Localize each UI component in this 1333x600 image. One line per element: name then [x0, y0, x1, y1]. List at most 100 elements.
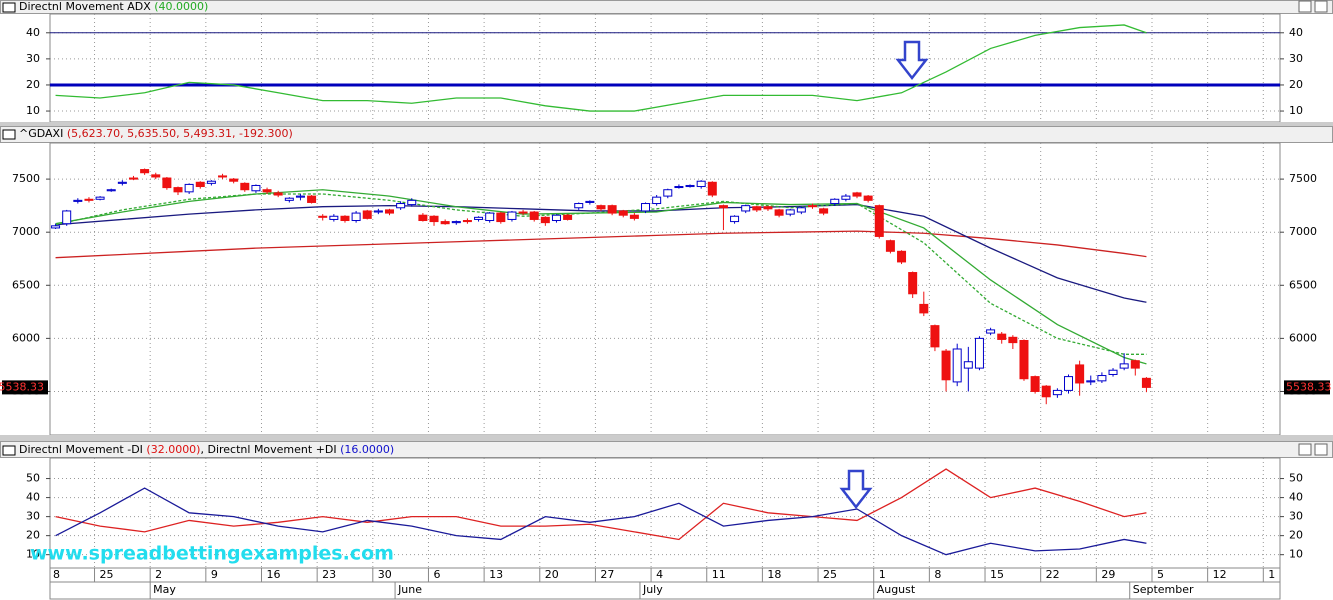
candle-body — [930, 325, 940, 348]
candle-body — [863, 195, 873, 201]
candle-body — [117, 181, 127, 184]
y-tick-label: 6000 — [12, 331, 40, 344]
x-tick-label: 29 — [1101, 568, 1115, 581]
window-icon — [2, 129, 16, 140]
candle-body — [1030, 376, 1040, 392]
candle-body — [1052, 389, 1062, 396]
down-arrow — [895, 40, 929, 81]
x-tick-label: 15 — [990, 568, 1004, 581]
candle-body — [195, 181, 205, 188]
candle-body — [1041, 385, 1051, 398]
series-line — [55, 24, 1147, 112]
candle-body — [229, 178, 239, 182]
candle-body — [908, 272, 918, 295]
x-axis-months — [49, 581, 1281, 600]
candle-body — [1097, 375, 1107, 382]
candle-body — [763, 206, 773, 210]
y-tick-label: 20 — [26, 529, 40, 542]
candle-body — [752, 206, 762, 211]
candle-body — [407, 199, 417, 206]
x-tick-label: 20 — [545, 568, 559, 581]
candle-body — [897, 250, 907, 263]
y-tick-label: 40 — [1289, 491, 1303, 504]
candle-body — [974, 337, 984, 369]
y-tick-label: 7500 — [12, 172, 40, 185]
plot-frame — [49, 13, 1281, 123]
y-tick-label: 10 — [26, 104, 40, 117]
candle-body — [707, 181, 717, 196]
candle-body — [240, 182, 250, 191]
candle-body — [307, 195, 317, 203]
candle-body — [529, 211, 539, 220]
panel-title: ^GDAXI (5,623.70, 5,635.50, 5,493.31, -1… — [19, 127, 293, 140]
restore-button[interactable] — [1298, 0, 1312, 13]
candle-body — [1130, 360, 1140, 369]
candle-body — [585, 200, 595, 203]
candle-body — [551, 214, 561, 222]
title: , Directnl Movement +DI — [200, 443, 336, 456]
candle-body — [1119, 363, 1129, 369]
candle-body — [986, 329, 996, 334]
candle-body — [351, 212, 361, 222]
candle-body — [373, 210, 383, 213]
month-label: June — [397, 583, 422, 596]
candle-body — [774, 209, 784, 216]
y-tick-label: 40 — [26, 26, 40, 39]
candle-body — [1141, 377, 1151, 388]
x-tick-label: 22 — [1046, 568, 1060, 581]
title-value: (32.0000) — [146, 443, 200, 456]
candle-body — [162, 177, 172, 189]
month-label: August — [877, 583, 916, 596]
candle-body — [262, 189, 272, 193]
x-tick-label: 8 — [53, 568, 60, 581]
close-button[interactable] — [1314, 0, 1328, 13]
y-tick-label: 6500 — [1289, 278, 1317, 291]
title: Directnl Movement ADX — [19, 0, 151, 13]
x-tick-label: 11 — [712, 568, 726, 581]
y-tick-label: 6000 — [1289, 331, 1317, 344]
y-tick-label: 20 — [26, 78, 40, 91]
splitter — [0, 435, 1333, 441]
candle-body — [73, 199, 83, 202]
candle-body — [84, 198, 94, 201]
close-button[interactable] — [1314, 443, 1328, 456]
restore-button[interactable] — [1298, 443, 1312, 456]
title: Directnl Movement -DI — [19, 443, 143, 456]
candle-body — [396, 203, 406, 209]
candle-body — [295, 195, 305, 198]
candle-body — [451, 221, 461, 224]
candle-body — [1064, 376, 1074, 391]
candle-body — [151, 174, 161, 178]
candle-body — [807, 205, 817, 208]
last-price-label: 5538.33 — [1286, 380, 1332, 393]
candle-body — [841, 195, 851, 200]
candle-body — [641, 203, 651, 212]
candle-body — [184, 183, 194, 193]
candle-body — [963, 361, 973, 369]
x-tick-label: 16 — [266, 568, 280, 581]
y-tick-label: 7000 — [12, 225, 40, 238]
candle-body — [128, 177, 138, 180]
month-label: May — [153, 583, 176, 596]
series-line — [55, 230, 1147, 259]
candle-body — [95, 196, 105, 200]
y-tick-label: 7000 — [1289, 225, 1317, 238]
candle-body — [941, 350, 951, 381]
splitter — [0, 122, 1333, 126]
candle-body — [485, 212, 495, 222]
candle-body — [462, 220, 472, 223]
y-tick-label: 20 — [1289, 78, 1303, 91]
candle-body — [730, 215, 740, 223]
candle-body — [140, 169, 150, 174]
panel-title: Directnl Movement ADX (40.0000) — [19, 0, 208, 13]
candle-body — [685, 184, 695, 188]
candle-body — [596, 205, 606, 210]
candle-body — [629, 214, 639, 219]
candle-body — [1019, 339, 1029, 380]
x-tick-label: 13 — [489, 568, 503, 581]
candle-body — [718, 205, 728, 209]
x-axis-days — [49, 567, 1281, 583]
x-tick-label: 8 — [934, 568, 941, 581]
x-tick-label: 23 — [322, 568, 336, 581]
